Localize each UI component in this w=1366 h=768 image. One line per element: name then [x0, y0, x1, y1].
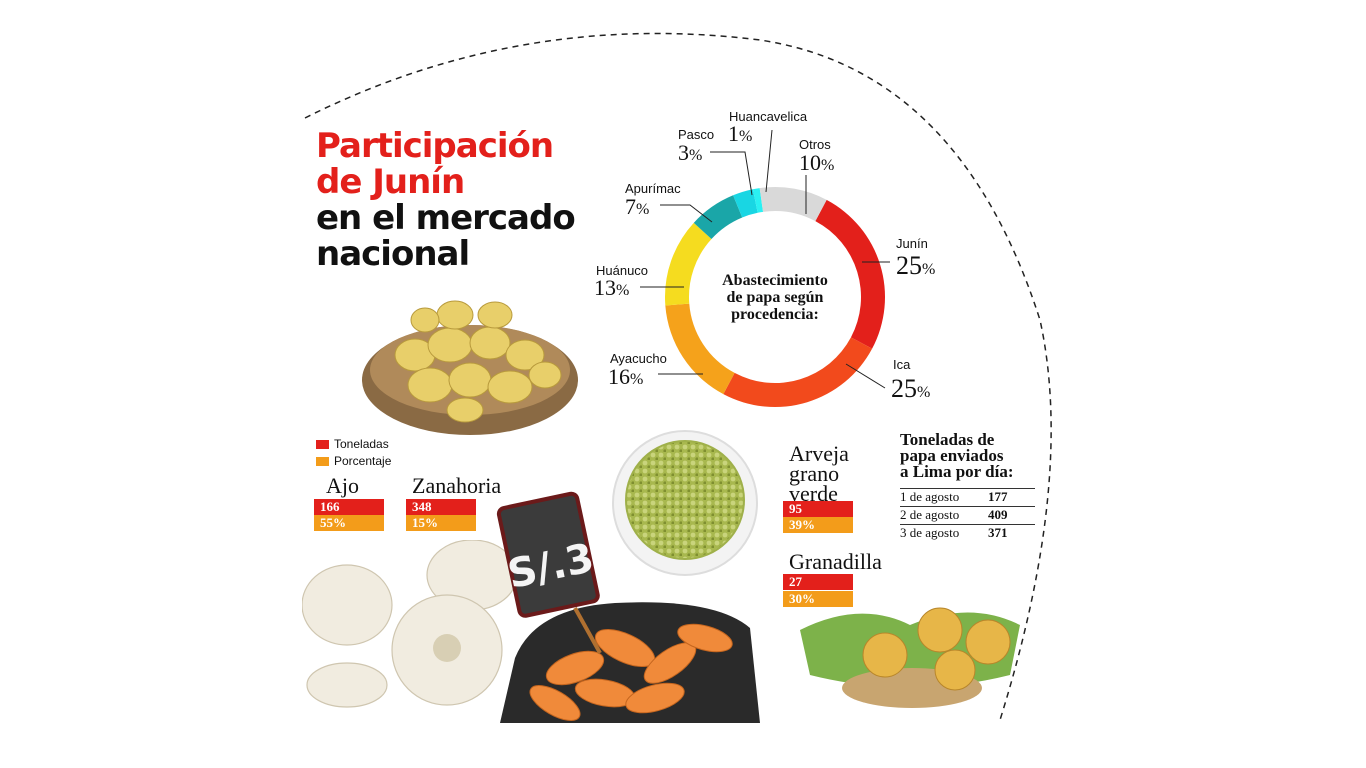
- slice-otros: [759, 187, 827, 222]
- table-row: 2 de agosto 409: [900, 506, 1035, 524]
- product-arveja-name: Arveja grano verde: [789, 441, 849, 506]
- leader-line: [710, 151, 753, 196]
- potato-basket-image: [362, 300, 578, 435]
- slice-junin: [815, 199, 885, 349]
- table-row: 1 de agosto 177: [900, 488, 1035, 506]
- pct-junin: 25%: [896, 251, 936, 280]
- slice-pasco: [733, 189, 758, 218]
- label-huanuco: Huánuco: [596, 263, 649, 278]
- slice-ica: [723, 337, 873, 407]
- pct-ayacucho: 16%: [608, 364, 644, 389]
- label-pasco: Pasco: [678, 127, 715, 142]
- product-zanahoria-name: Zanahoria: [412, 473, 502, 498]
- legend-toneladas: Toneladas: [316, 437, 389, 451]
- product-arveja-toneladas: 95: [783, 501, 853, 517]
- slice-huanuco: [665, 222, 712, 306]
- slice-ayacucho: [665, 303, 735, 395]
- pct-otros: 10%: [799, 150, 835, 175]
- product-zanahoria-toneladas: 348: [406, 499, 476, 515]
- carrots-sack-image: S/.3: [496, 491, 760, 723]
- pct-huanuco: 13%: [594, 275, 630, 300]
- leader-line: [765, 129, 773, 193]
- label-otros: Otros: [799, 137, 831, 152]
- pct-ica: 25%: [891, 374, 931, 403]
- table-title: Toneladas de papa enviados a Lima por dí…: [900, 430, 1014, 481]
- product-arveja-porcentaje: 39%: [783, 517, 853, 533]
- peas-bowl-image: [612, 430, 758, 576]
- leader-line: [660, 204, 713, 223]
- slice-apurimac: [693, 195, 743, 240]
- page-title: Participación de Junín en el mercado nac…: [316, 126, 576, 274]
- product-granadilla-porcentaje: 30%: [783, 591, 853, 607]
- pct-apurimac: 7%: [625, 194, 650, 219]
- label-huancavelica: Huancavelica: [729, 109, 808, 124]
- slice-huancavelica: [752, 188, 764, 213]
- label-ica: Ica: [893, 357, 911, 372]
- product-ajo-toneladas: 166: [314, 499, 384, 515]
- pct-huancavelica: 1%: [728, 121, 753, 146]
- label-ayacucho: Ayacucho: [610, 351, 667, 366]
- table-row: 3 de agosto 371: [900, 524, 1035, 542]
- granadilla-basket-image: [800, 607, 1020, 708]
- product-granadilla-toneladas: 27: [783, 574, 853, 590]
- label-apurimac: Apurímac: [625, 181, 681, 196]
- product-ajo-porcentaje: 55%: [314, 515, 384, 531]
- product-zanahoria-porcentaje: 15%: [406, 515, 476, 531]
- garlic-image: [302, 540, 518, 708]
- pct-pasco: 3%: [678, 140, 703, 165]
- donut-center-title: Abastecimiento de papa según procedencia…: [722, 272, 828, 323]
- leader-line: [845, 363, 886, 389]
- label-junin: Junín: [896, 236, 928, 251]
- legend-porcentaje: Porcentaje: [316, 454, 391, 468]
- product-granadilla-name: Granadilla: [789, 549, 882, 574]
- product-ajo-name: Ajo: [326, 473, 359, 498]
